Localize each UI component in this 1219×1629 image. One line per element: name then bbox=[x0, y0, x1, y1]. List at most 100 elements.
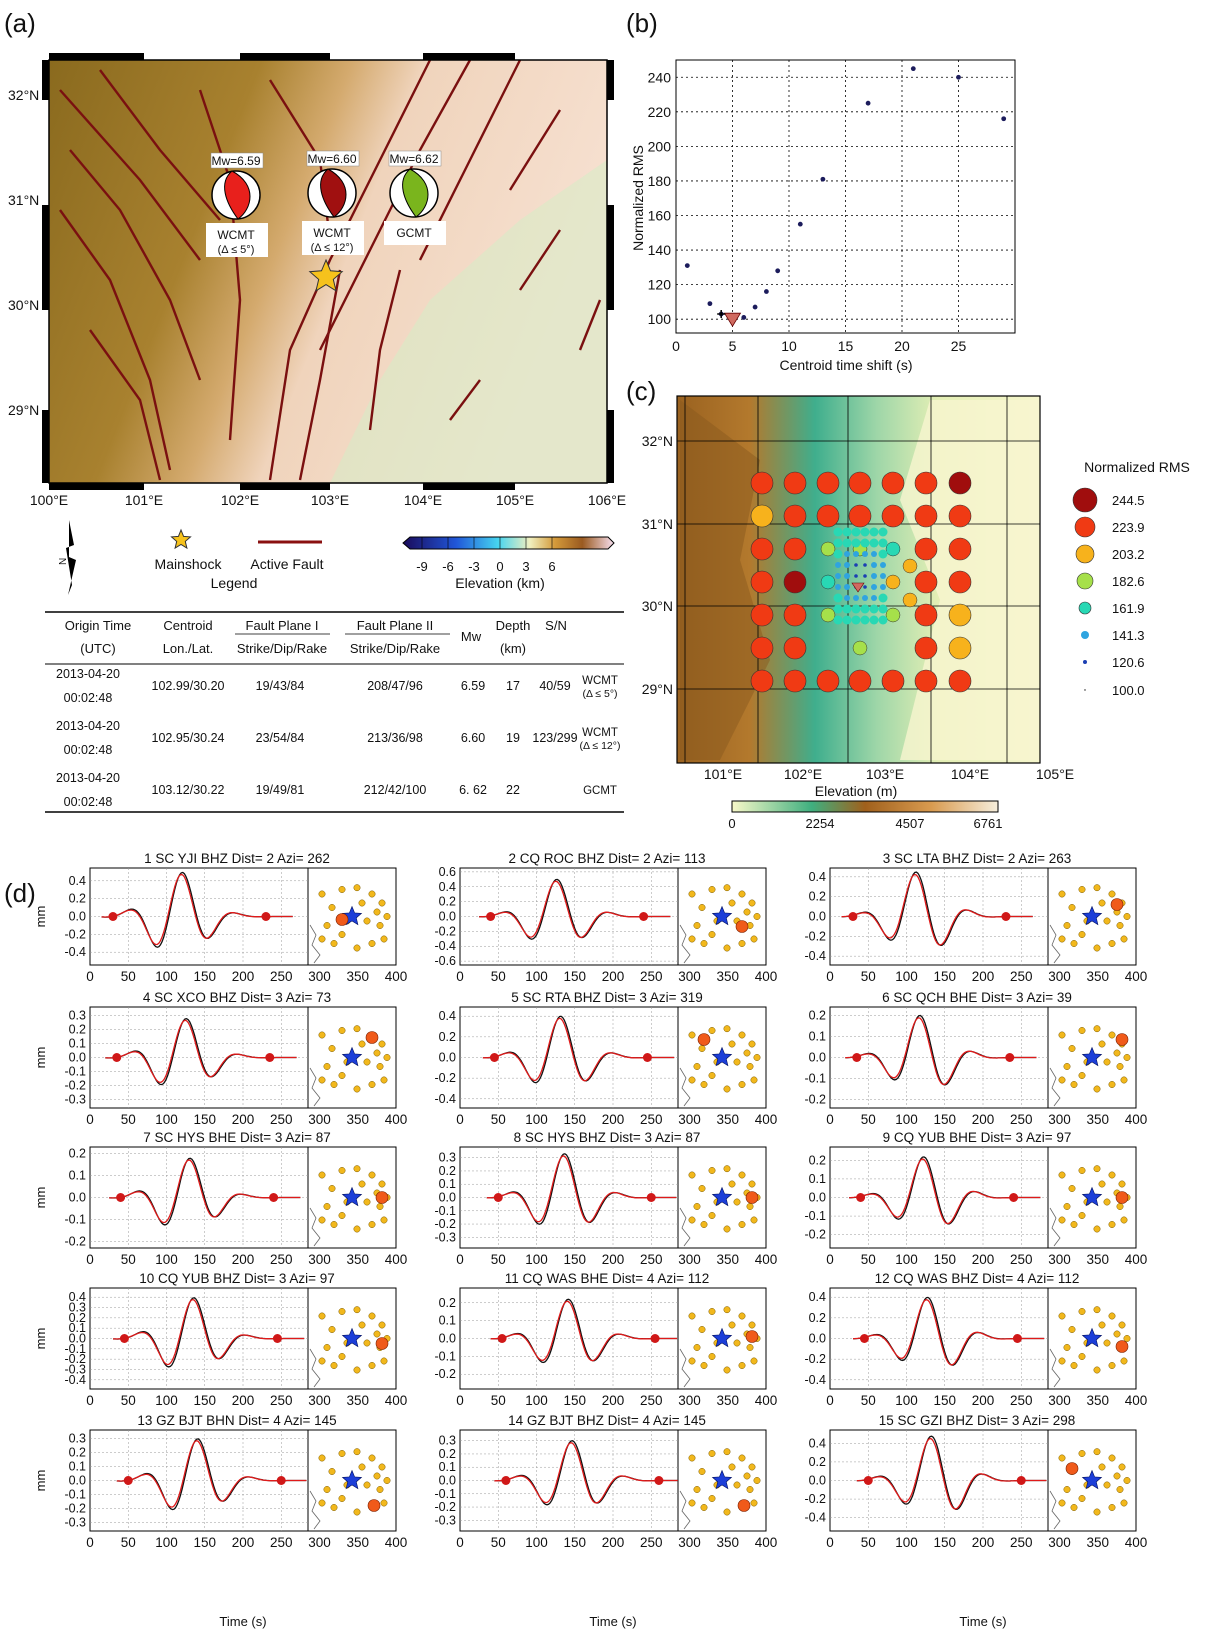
station-dot bbox=[323, 1203, 331, 1210]
map-a-frame-bar bbox=[42, 205, 49, 310]
current-station-dot bbox=[1115, 1340, 1129, 1353]
table-depth: 22 bbox=[506, 783, 520, 797]
map-a-lon-tick: 104°E bbox=[404, 492, 442, 508]
station-dot bbox=[708, 1353, 716, 1360]
table-time: 00:02:48 bbox=[64, 691, 113, 705]
waveform-y-tick: 0.2 bbox=[809, 1455, 826, 1469]
waveform-y-tick: 0.2 bbox=[69, 1146, 86, 1160]
waveform-x-tick: 200 bbox=[602, 1112, 625, 1127]
station-dot bbox=[1093, 884, 1101, 892]
station-dot bbox=[1093, 1366, 1101, 1374]
table-depth: 17 bbox=[506, 679, 520, 693]
coastline bbox=[1049, 924, 1061, 964]
station-dot bbox=[318, 1312, 326, 1320]
waveform-y-tick: 0.2 bbox=[439, 1030, 456, 1044]
station-dot bbox=[728, 1040, 736, 1048]
rms-grid-circle bbox=[878, 527, 888, 537]
table-header: Fault Plane II bbox=[357, 618, 434, 633]
waveform-x-tick: 100 bbox=[525, 1252, 548, 1267]
waveform-y-tick: 0.1 bbox=[69, 1321, 86, 1335]
waveform-y-tick: 0.1 bbox=[809, 1029, 826, 1043]
station-dot bbox=[1058, 890, 1066, 898]
rms-grid-circle bbox=[860, 615, 870, 625]
station-dot bbox=[338, 1450, 346, 1457]
waveform-y-tick: 0.4 bbox=[439, 880, 456, 894]
waveform-y-tick: -0.1 bbox=[64, 1342, 86, 1356]
rms-point bbox=[910, 66, 916, 72]
waveform-x-tick: 100 bbox=[155, 1535, 178, 1550]
station-dot bbox=[1078, 1167, 1086, 1174]
rms-legend-title: Normalized RMS bbox=[1084, 459, 1190, 475]
station-dot bbox=[376, 922, 384, 929]
waveform-y-label: mm bbox=[33, 1187, 48, 1209]
waveform-x-tick: 100 bbox=[895, 1535, 918, 1550]
station-dot bbox=[688, 890, 696, 898]
waveform-title: 15 SC GZI BHZ Dist= 3 Azi= 298 bbox=[879, 1413, 1076, 1428]
waveform-y-tick: -0.1 bbox=[64, 1213, 86, 1227]
rms-grid-circle bbox=[948, 504, 972, 528]
table-fault-plane-2: 213/36/98 bbox=[367, 731, 423, 745]
station-dot bbox=[700, 1362, 708, 1369]
window-end-marker bbox=[1005, 1053, 1015, 1062]
waveform-x-tick: 250 bbox=[270, 1252, 293, 1267]
station-dot bbox=[1120, 1499, 1128, 1507]
rms-grid-circle bbox=[833, 615, 843, 625]
rms-grid-circle bbox=[844, 562, 850, 568]
station-dot bbox=[368, 1454, 376, 1462]
synthetic-waveform bbox=[852, 1299, 1045, 1366]
station-dot bbox=[1070, 940, 1078, 947]
station-dot bbox=[708, 1167, 716, 1174]
waveform-x-tick: 350 bbox=[1086, 1252, 1109, 1267]
current-station-dot bbox=[737, 1499, 751, 1512]
map-c-colorbar-tick: 4507 bbox=[896, 816, 925, 831]
station-dot bbox=[328, 1468, 336, 1475]
beachball-label-box bbox=[206, 223, 268, 257]
epicenter-star-icon bbox=[1081, 1046, 1103, 1067]
waveform-x-tick: 100 bbox=[155, 969, 178, 984]
waveform-x-label: Time (s) bbox=[589, 1614, 636, 1629]
current-station-dot bbox=[375, 1191, 389, 1204]
waveform-x-tick: 400 bbox=[385, 1112, 408, 1127]
map-a-frame-bar bbox=[42, 410, 49, 483]
station-dot bbox=[728, 1463, 736, 1471]
station-dot bbox=[1093, 1025, 1101, 1033]
waveform-x-tick: 0 bbox=[826, 969, 834, 984]
waveform-x-tick: 150 bbox=[563, 1112, 586, 1127]
station-dot bbox=[1118, 1321, 1126, 1329]
station-dot bbox=[328, 904, 336, 911]
current-station-dot bbox=[365, 1031, 379, 1044]
waveform-x-tick: 150 bbox=[933, 1252, 956, 1267]
waveform-x-tick: 50 bbox=[861, 1535, 876, 1550]
station-dot bbox=[378, 1463, 386, 1471]
station-dot bbox=[368, 1362, 376, 1369]
panel-label-c: (c) bbox=[626, 376, 656, 406]
station-dot bbox=[318, 1031, 326, 1039]
active-fault-line bbox=[578, 299, 602, 351]
station-dot bbox=[353, 1165, 361, 1173]
rms-grid-circle bbox=[948, 471, 972, 495]
elevation-colorbar-c bbox=[731, 800, 999, 813]
map-a-lat-tick: 32°N bbox=[8, 87, 39, 103]
waveform-x-tick: 0 bbox=[456, 1535, 464, 1550]
waveform-x-tick: 50 bbox=[861, 1112, 876, 1127]
waveform-x-tick: 350 bbox=[716, 1393, 739, 1408]
waveform-x-tick: 400 bbox=[755, 1393, 778, 1408]
station-dot bbox=[318, 1357, 326, 1365]
map-c-colorbar-tick: 0 bbox=[728, 816, 735, 831]
waveform-title: 5 SC RTA BHZ Dist= 3 Azi= 319 bbox=[511, 990, 703, 1005]
waveform-x-tick: 300 bbox=[308, 1112, 331, 1127]
table-depth: 19 bbox=[506, 731, 520, 745]
rms-grid-circle bbox=[844, 584, 850, 590]
station-dot bbox=[1078, 1072, 1086, 1079]
waveform-x-tick: 100 bbox=[155, 1112, 178, 1127]
epicenter-star-icon bbox=[711, 1046, 733, 1067]
waveform-y-tick: 0.0 bbox=[809, 1051, 826, 1065]
station-dot bbox=[1078, 1308, 1086, 1315]
waveform-y-tick: 0.0 bbox=[439, 1051, 456, 1065]
waveform-x-tick: 300 bbox=[1048, 1112, 1071, 1127]
rms-grid-circle bbox=[854, 563, 858, 567]
station-dot bbox=[1103, 1481, 1111, 1489]
waveform-y-tick: -0.1 bbox=[804, 1209, 826, 1223]
synthetic-waveform bbox=[101, 873, 293, 946]
waveform-y-tick: -0.2 bbox=[804, 1228, 826, 1242]
